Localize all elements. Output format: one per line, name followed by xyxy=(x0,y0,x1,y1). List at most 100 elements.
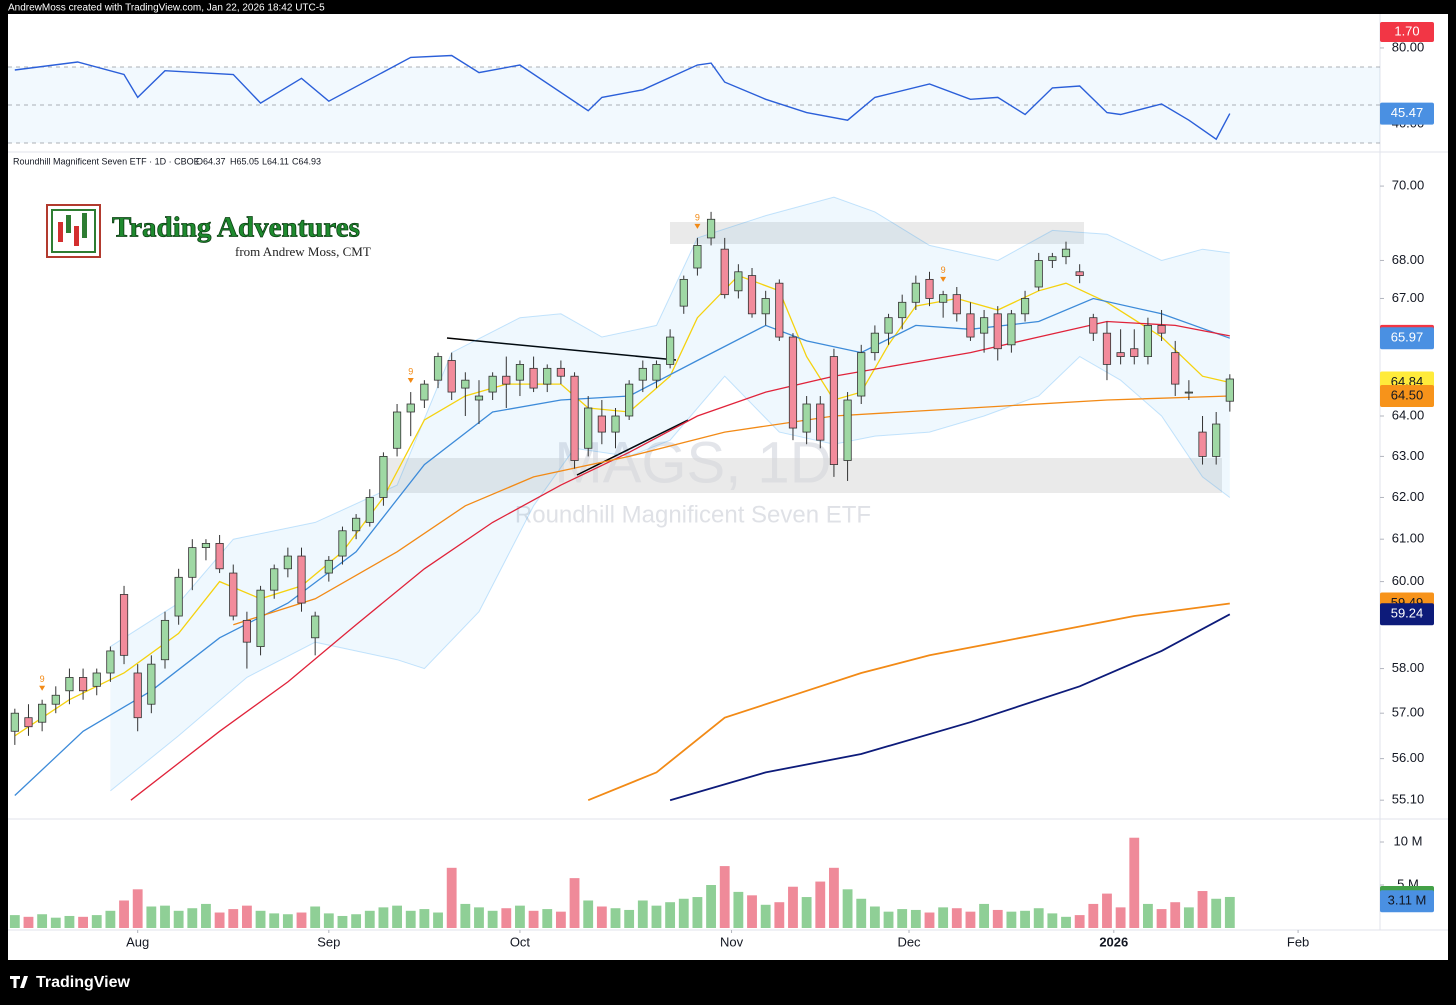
candle-body xyxy=(379,456,388,498)
volume-bar xyxy=(378,907,389,928)
candle-body xyxy=(925,278,934,299)
volume-bar xyxy=(23,916,34,928)
sequence-label: 9 xyxy=(695,212,700,222)
legend-symbol: Roundhill Magnificent Seven ETF · 1D · C… xyxy=(13,156,200,166)
candle-body xyxy=(10,712,19,732)
rsi-pane xyxy=(8,54,1380,144)
moving-average xyxy=(130,320,1230,801)
candle-body xyxy=(256,589,265,647)
volume-bar xyxy=(938,907,949,928)
y-tick-label: 67.00 xyxy=(1392,290,1425,305)
candle-body xyxy=(38,703,47,723)
candle-body xyxy=(1075,271,1084,276)
y-tick-label: 63.00 xyxy=(1392,448,1425,463)
volume-bar xyxy=(310,906,321,928)
volume-bar xyxy=(1211,898,1222,928)
volume-bar xyxy=(719,866,730,928)
volume-bar xyxy=(119,900,129,928)
candle-body xyxy=(857,352,866,397)
legend-ohlc: O64.37 H65.05 L64.11 C64.93 xyxy=(196,156,321,166)
logo-candle xyxy=(58,222,63,242)
sequence-label: 9 xyxy=(941,265,946,275)
candle-body xyxy=(133,672,142,719)
candle-body xyxy=(338,530,347,557)
candle-body xyxy=(324,559,333,574)
moving-average xyxy=(14,274,1230,737)
volume-bar xyxy=(910,909,921,928)
candle-body xyxy=(638,367,647,381)
value-badge-label: 45.47 xyxy=(1391,105,1424,120)
volume-bar xyxy=(555,911,566,928)
y-tick-label: 68.00 xyxy=(1392,252,1425,267)
candle-body xyxy=(911,282,920,303)
logo: Trading Adventures from Andrew Moss, CMT xyxy=(46,204,371,259)
volume-bar xyxy=(1061,916,1071,928)
candle-body xyxy=(106,650,115,674)
value-badge xyxy=(1380,102,1434,125)
volume-bar xyxy=(637,900,648,928)
volume-bar xyxy=(323,913,334,928)
candle-body xyxy=(65,677,74,692)
volume-bar xyxy=(1143,903,1153,928)
value-badge xyxy=(1380,890,1434,913)
moving-average xyxy=(233,395,1230,626)
y-tick-label: 60.00 xyxy=(1392,573,1425,588)
volume-bar xyxy=(269,913,280,928)
volume-bar xyxy=(392,905,402,928)
volume-bar xyxy=(965,911,976,928)
volume-bar xyxy=(815,881,826,928)
candle-body xyxy=(160,619,170,661)
volume-bar xyxy=(1183,907,1194,928)
volume-bar xyxy=(569,878,580,928)
volume-bar xyxy=(364,910,375,928)
volume-bar xyxy=(651,905,662,928)
volume-bar xyxy=(869,906,880,928)
logo-candle xyxy=(66,215,71,233)
candle-body xyxy=(611,415,620,433)
candle-body xyxy=(720,248,729,296)
candle-body xyxy=(1184,391,1193,394)
volume-bar xyxy=(351,914,362,928)
candle-body xyxy=(747,275,757,315)
volume-bar xyxy=(9,915,20,928)
candle-body xyxy=(1089,317,1098,334)
volume-bar xyxy=(173,910,184,928)
y-tick-label: 61.00 xyxy=(1392,531,1425,546)
volume-bar xyxy=(255,910,266,928)
candle-body xyxy=(270,568,279,591)
bollinger-band xyxy=(110,197,1230,791)
value-badge-label: 59.24 xyxy=(1391,606,1424,621)
volume-bar xyxy=(1102,893,1112,928)
volume-bar xyxy=(760,904,771,928)
candle-body xyxy=(706,218,716,239)
volume-bar xyxy=(528,910,539,928)
volume-bar xyxy=(924,912,935,928)
candle-body xyxy=(652,364,661,381)
candle-body xyxy=(92,672,101,687)
candle-body xyxy=(802,403,811,433)
y-tick-label: 80.00 xyxy=(1392,39,1425,54)
volume-bar xyxy=(774,902,785,928)
volume-bar xyxy=(446,867,457,928)
volume-bar xyxy=(501,908,512,928)
volume-bar xyxy=(419,909,430,928)
candle-body xyxy=(311,615,320,639)
volume-bar xyxy=(1020,910,1030,928)
logo-candle xyxy=(74,226,79,246)
candle-body xyxy=(1171,352,1180,385)
value-badge xyxy=(1380,22,1434,42)
resistance-zone xyxy=(670,222,1084,244)
volume-bar xyxy=(856,898,867,928)
ohlc-open: O64.37 xyxy=(196,156,226,166)
price-pane xyxy=(10,196,1234,802)
volume-bar xyxy=(146,906,157,928)
sequence-label: 9 xyxy=(408,366,413,376)
volume-bar xyxy=(460,903,471,928)
candle-body xyxy=(734,271,743,292)
sequence-arrow xyxy=(940,276,947,282)
volume-bar xyxy=(1224,896,1235,928)
candle-body xyxy=(625,383,634,417)
candle-body xyxy=(679,278,688,307)
x-tick-label: Feb xyxy=(1287,934,1309,949)
volume-bar xyxy=(1033,908,1044,928)
